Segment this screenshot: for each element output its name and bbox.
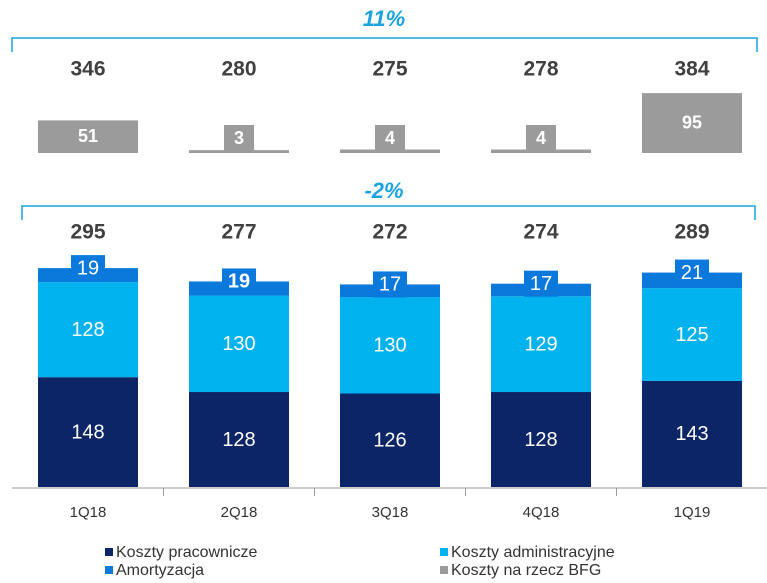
data-label: 4 [536,128,546,148]
legend-label: Koszty na rzecz BFG [451,562,601,579]
data-label: 95 [682,112,702,132]
total-label: 346 [70,58,105,81]
data-label: 130 [373,335,406,357]
label-box [222,268,256,295]
legend-marker [105,566,113,574]
label-box [224,125,254,151]
legend-marker [105,548,113,556]
data-label: 17 [379,274,401,296]
bar-segment [38,282,138,378]
data-label: 128 [222,429,255,451]
data-label: 129 [524,333,557,355]
x-tick-label: 2Q18 [221,504,258,521]
label-box [677,109,707,136]
total-label: 274 [523,221,558,244]
label-box [373,271,407,298]
label-box [71,255,105,282]
bar-segment [340,393,440,487]
bar-segment [642,288,742,381]
label-box [524,270,558,297]
x-tick-label: 1Q19 [674,504,711,521]
total-label: 280 [221,58,256,81]
data-label: 19 [77,257,99,279]
data-label: 17 [530,273,552,295]
total-label: 295 [70,221,105,244]
bar-segment [38,377,138,487]
data-label: 128 [524,429,557,451]
x-tick-label: 4Q18 [523,504,560,521]
data-label: 125 [675,324,708,346]
total-label: 277 [221,221,256,244]
data-label: 51 [78,126,98,146]
total-label: 289 [674,221,709,244]
data-label: 3 [234,128,244,148]
x-tick-label: 1Q18 [70,504,107,521]
data-label: 128 [71,319,104,341]
bar-segment [340,297,440,394]
legend-label: Koszty pracownicze [116,544,257,561]
total-label: 384 [674,58,709,81]
bracket [11,37,758,52]
bar-segment [491,296,591,393]
x-tick-label: 3Q18 [372,504,409,521]
legend-marker [440,566,448,574]
label-box [675,259,709,286]
data-label: 148 [71,421,104,443]
legend-marker [440,548,448,556]
data-label: 143 [675,423,708,445]
label-box [375,125,405,151]
bar-segment [491,392,591,487]
total-label: 275 [372,58,407,81]
bar [189,150,289,152]
data-label: 130 [222,333,255,355]
bar-segment [189,295,289,393]
legend-label: Amortyzacja [116,562,204,579]
bracket [21,205,756,220]
data-label: 126 [373,430,406,452]
bar-segment [189,392,289,487]
annotation: -2% [364,178,403,203]
bar-segment [642,380,742,487]
total-label: 272 [372,221,407,244]
legend-label: Koszty administracyjne [451,544,615,561]
data-label: 4 [385,128,395,148]
data-label: 21 [681,262,703,284]
total-label: 278 [523,58,558,81]
annotation: 11% [363,6,405,31]
label-box [73,123,103,150]
label-box [526,125,556,151]
data-label: 19 [228,271,250,293]
